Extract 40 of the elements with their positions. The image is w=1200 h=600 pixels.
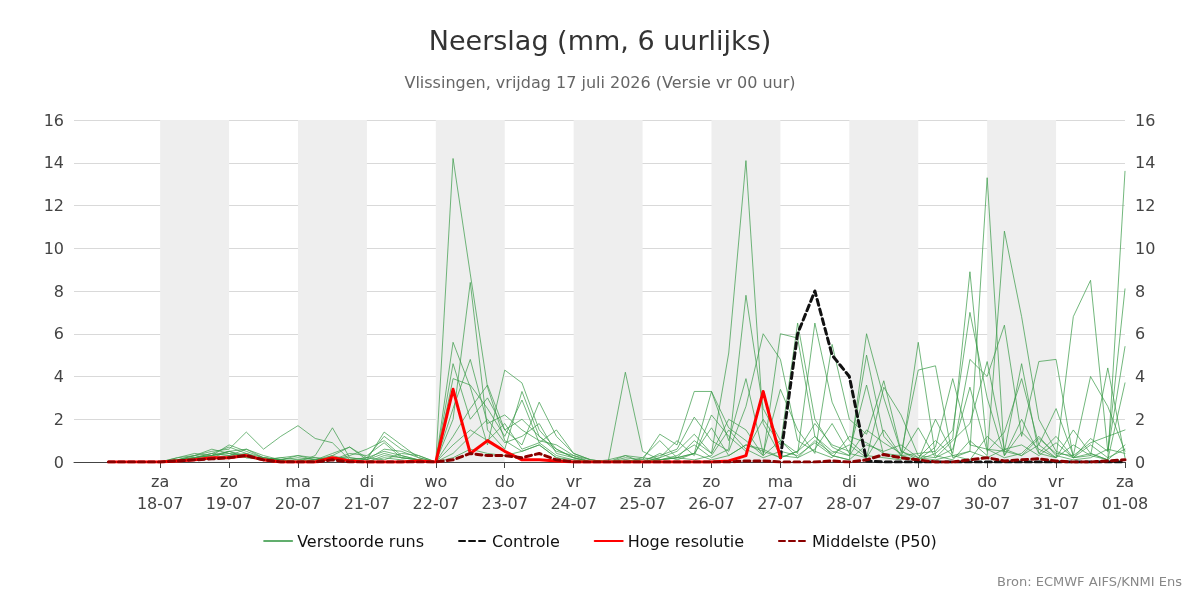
x-tick-label: zo 19-07 bbox=[205, 471, 253, 513]
x-tick-label: za 18-07 bbox=[136, 471, 184, 513]
y-tick-label: 10 bbox=[43, 238, 64, 258]
x-tick-label: za 25-07 bbox=[619, 471, 666, 513]
y2-tick-label: 6 bbox=[1135, 324, 1146, 344]
y-tick-label: 12 bbox=[43, 196, 64, 215]
y-tick-label: 8 bbox=[53, 281, 64, 301]
x-tick-label: vr 24-07 bbox=[550, 471, 597, 513]
x-tick-label: do 23-07 bbox=[481, 471, 528, 513]
y2-tick-label: 14 bbox=[1135, 153, 1156, 173]
y2-tick-label: 4 bbox=[1135, 367, 1146, 386]
y-tick-label: 4 bbox=[53, 367, 64, 386]
x-tick-label: ma 20-07 bbox=[274, 471, 322, 513]
y-tick-label: 6 bbox=[53, 324, 64, 344]
x-tick-label: do 30-07 bbox=[963, 471, 1011, 513]
y2-tick-label: 12 bbox=[1135, 196, 1156, 215]
x-tick-label: wo 22-07 bbox=[412, 471, 460, 513]
legend-label: Controle bbox=[492, 531, 560, 551]
legend-label: Verstoorde runs bbox=[297, 531, 425, 551]
y-tick-label: 2 bbox=[53, 409, 64, 429]
y-tick-label: 0 bbox=[53, 452, 64, 472]
legend-label: Hoge resolutie bbox=[627, 531, 744, 551]
chart-subtitle: Vlissingen, vrijdag 17 juli 2026 (Versie vr 00 uur) bbox=[404, 72, 796, 92]
x-tick-label: za 01-08 bbox=[1101, 471, 1149, 513]
x-tick-label: vr 31-07 bbox=[1032, 471, 1080, 513]
y-tick-label: 14 bbox=[43, 153, 64, 173]
x-tick-label: zo 26-07 bbox=[688, 471, 735, 513]
x-tick-label: wo 29-07 bbox=[895, 471, 942, 513]
y-tick-label: 16 bbox=[43, 110, 64, 130]
y2-tick-label: 10 bbox=[1135, 238, 1156, 258]
y2-tick-label: 8 bbox=[1135, 281, 1146, 301]
legend-label: Middelste (P50) bbox=[811, 531, 937, 551]
x-tick-label: ma 27-07 bbox=[757, 471, 804, 513]
chart-title: Neerslag (mm, 6 uurlijks) bbox=[428, 25, 772, 56]
y2-tick-label: 16 bbox=[1135, 110, 1156, 130]
y2-tick-label: 0 bbox=[1135, 452, 1146, 472]
text: Bron: ECMWF AIFS/KNMI Ens bbox=[997, 574, 1183, 589]
y2-tick-label: 2 bbox=[1135, 409, 1146, 429]
x-tick-label: di 21-07 bbox=[343, 471, 391, 513]
x-tick-label: di 28-07 bbox=[826, 471, 873, 513]
